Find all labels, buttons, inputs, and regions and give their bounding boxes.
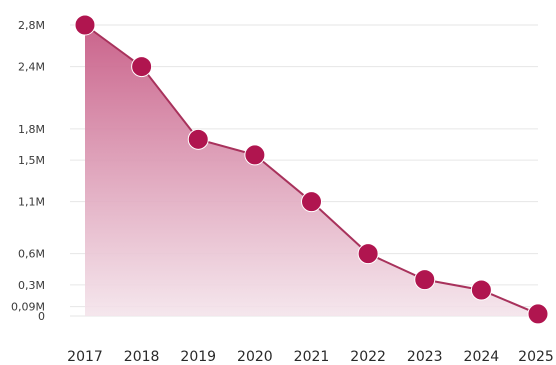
x-tick-label: 2021 bbox=[294, 349, 330, 365]
data-point-2020 bbox=[244, 144, 266, 166]
data-point-2022 bbox=[357, 243, 379, 265]
data-point-2017 bbox=[74, 14, 96, 36]
data-point-2025 bbox=[527, 303, 549, 325]
x-tick-label: 2022 bbox=[350, 349, 386, 365]
y-tick-label: 0,6M bbox=[18, 248, 45, 261]
data-point-2021 bbox=[301, 191, 322, 213]
y-tick-label: 0,3M bbox=[18, 279, 45, 292]
y-tick-label: 0,09M bbox=[11, 301, 45, 314]
x-tick-label: 2019 bbox=[180, 349, 216, 365]
x-tick-label: 2017 bbox=[67, 349, 103, 365]
x-tick-label: 2024 bbox=[464, 349, 500, 365]
data-point-2019 bbox=[187, 128, 209, 150]
x-axis-ticks: 2017 2018 2019 2020 2021 2022 2023 2024 2025 bbox=[67, 349, 554, 365]
x-tick-label: 2020 bbox=[237, 349, 273, 365]
area-fill bbox=[85, 25, 538, 316]
x-tick-label: 2023 bbox=[407, 349, 443, 365]
y-tick-label: 1,1M bbox=[18, 196, 45, 209]
y-tick-label: 1,8M bbox=[18, 123, 45, 136]
data-point-2018 bbox=[131, 56, 153, 78]
data-point-2023 bbox=[414, 269, 436, 291]
data-point-2024 bbox=[470, 279, 492, 301]
x-tick-label: 2018 bbox=[124, 349, 160, 365]
y-tick-label: 1,5M bbox=[18, 154, 45, 167]
y-tick-label: 2,4M bbox=[18, 61, 45, 74]
y-tick-label: 2,8M bbox=[18, 19, 45, 32]
data-points bbox=[74, 14, 549, 325]
y-tick-label: 0 bbox=[38, 310, 45, 323]
x-tick-label: 2025 bbox=[518, 349, 554, 365]
